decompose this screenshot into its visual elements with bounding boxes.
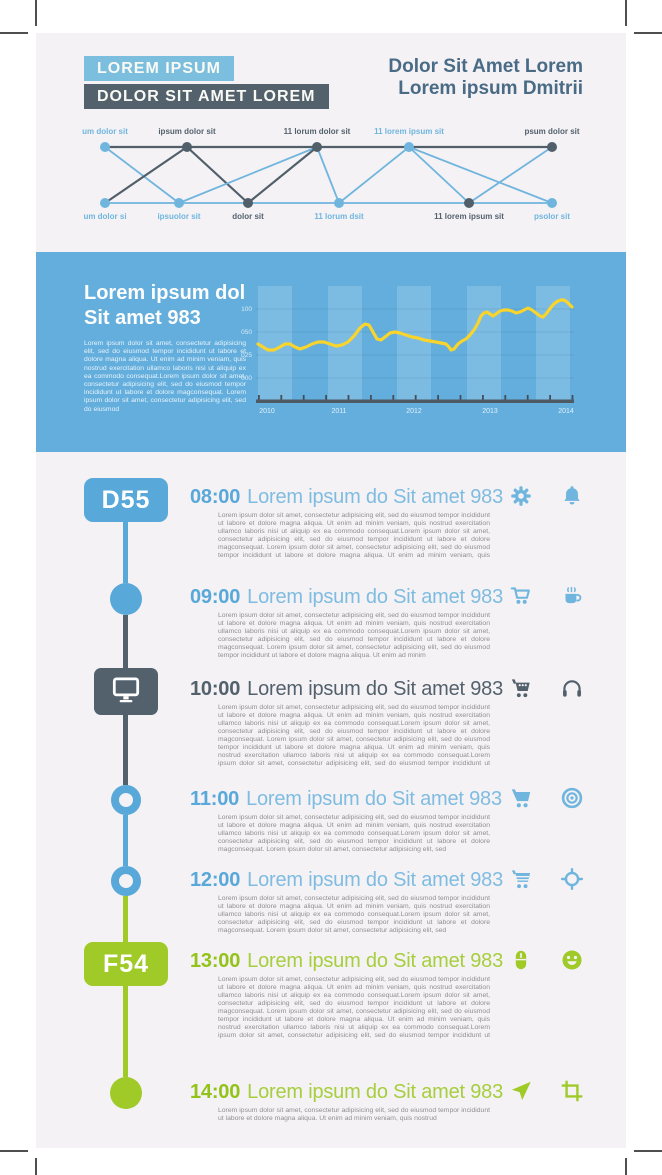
entry-body: Lorem ipsum dolor sit amet, consectetur … xyxy=(218,895,490,934)
timeline-marker-dot xyxy=(110,1077,142,1109)
svg-text:ipsum dolor sit: ipsum dolor sit xyxy=(158,127,216,136)
cart-icon xyxy=(508,866,534,892)
header-badge-primary: LOREM IPSUM xyxy=(84,56,234,81)
gear-icon xyxy=(508,483,534,509)
svg-text:psolor sit: psolor sit xyxy=(534,212,570,221)
crop-mark-bottom-left-v xyxy=(35,1158,37,1175)
entry-time: 09:00 xyxy=(190,586,241,608)
bell-icon xyxy=(559,483,585,509)
panel-paragraph: Lorem ipsum dolor sit amet, consectetur … xyxy=(84,340,246,413)
cart-icon xyxy=(508,583,534,609)
timeline-entry-heading: 08:00 Lorem ipsum do Sit amet 983 xyxy=(190,486,503,509)
entry-title: Lorem ipsum do Sit amet 983 xyxy=(247,950,503,972)
timeline-entry-heading: 14:00 Lorem ipsum do Sit amet 983 xyxy=(190,1081,503,1104)
headphones-icon xyxy=(559,675,585,701)
svg-text:2013: 2013 xyxy=(482,408,498,415)
svg-text:11 lorem ipsum sit: 11 lorem ipsum sit xyxy=(434,212,504,221)
timeline-entry-heading: 10:00 Lorem ipsum do Sit amet 983 xyxy=(190,678,503,701)
svg-text:11 lorem ipsum sit: 11 lorem ipsum sit xyxy=(374,127,444,136)
line-chart: 100 050 025 000 2010 2011 2012 2013 2014 xyxy=(241,286,574,415)
entry-time: 14:00 xyxy=(190,1081,241,1103)
timeline-connector xyxy=(123,815,128,866)
entry-time: 10:00 xyxy=(190,678,241,700)
timeline-marker-badge-f54: F54 xyxy=(84,942,168,986)
mouse-icon xyxy=(508,947,534,973)
svg-text:000: 000 xyxy=(241,375,252,382)
svg-text:11 lorum dsit: 11 lorum dsit xyxy=(314,212,364,221)
smiley-icon xyxy=(559,947,585,973)
timeline-marker-monitor-box xyxy=(94,668,158,715)
crop-mark-bottom-right-v xyxy=(625,1158,627,1175)
svg-text:um dolor si: um dolor si xyxy=(83,212,126,221)
panel-title-line1: Lorem ipsum dol xyxy=(84,282,246,304)
entry-title: Lorem ipsum do Sit amet 983 xyxy=(247,586,503,608)
entry-time: 12:00 xyxy=(190,869,241,891)
panel-title: Lorem ipsum dol Sit amet 983 xyxy=(84,281,245,331)
svg-text:ipsuolor sit: ipsuolor sit xyxy=(157,212,200,221)
monitor-icon xyxy=(109,674,143,709)
timeline-entry-heading: 12:00 Lorem ipsum do Sit amet 983 xyxy=(190,869,503,892)
timeline-entry-heading: 13:00 Lorem ipsum do Sit amet 983 xyxy=(190,950,503,973)
entry-body: Lorem ipsum dolor sit amet, consectetur … xyxy=(218,512,490,559)
cart-icon xyxy=(508,785,534,811)
svg-text:um dolor sit: um dolor sit xyxy=(82,127,128,136)
svg-text:psum dolor sit: psum dolor sit xyxy=(524,127,579,136)
entry-title: Lorem ipsum do Sit amet 983 xyxy=(247,678,503,700)
svg-text:2012: 2012 xyxy=(406,408,422,415)
network-diagram: um dolor sit ipsum dolor sit 11 lorum dolo… xyxy=(82,127,580,221)
timeline-connector xyxy=(123,715,128,785)
entry-body: Lorem ipsum dolor sit amet, consectetur … xyxy=(218,976,490,1039)
svg-text:050: 050 xyxy=(241,329,252,336)
chart-panel xyxy=(36,252,626,452)
timeline-connector xyxy=(123,986,128,1077)
crop-mark-bottom-right-h xyxy=(634,1150,662,1152)
header-badge-secondary: DOLOR SIT AMET LOREM xyxy=(84,84,329,109)
crop-mark-bottom-left-h xyxy=(0,1150,28,1152)
coffee-icon xyxy=(559,583,585,609)
timeline-connector xyxy=(123,522,128,583)
entry-title: Lorem ipsum do Sit amet 983 xyxy=(247,486,503,508)
entry-body: Lorem ipsum dolor sit amet, consectetur … xyxy=(218,704,490,767)
timeline-connector xyxy=(123,896,128,942)
svg-text:2010: 2010 xyxy=(259,408,275,415)
entry-title: Lorem ipsum do Sit amet 983 xyxy=(247,1081,503,1103)
entry-time: 13:00 xyxy=(190,950,241,972)
timeline-marker-dot xyxy=(110,583,142,615)
entry-body: Lorem ipsum dolor sit amet, consectetur … xyxy=(218,612,490,659)
header-title: Dolor Sit Amet Lorem Lorem ipsum Dmitrii xyxy=(388,56,583,100)
timeline-entry-heading: 11:00 Lorem ipsum do Sit amet 983 xyxy=(190,788,502,811)
crop-mark-top-left-h xyxy=(0,32,28,34)
cursor-icon xyxy=(508,1078,534,1104)
entry-title: Lorem ipsum do Sit amet 983 xyxy=(246,788,502,810)
crop-mark-top-right-h xyxy=(634,32,662,34)
timeline-marker-badge-d55: D55 xyxy=(84,478,168,522)
entry-time: 08:00 xyxy=(190,486,241,508)
svg-text:100: 100 xyxy=(241,306,252,313)
entry-body: Lorem ipsum dolor sit amet, consectetur … xyxy=(218,814,490,853)
svg-text:11 lorum dolor sit: 11 lorum dolor sit xyxy=(284,127,351,136)
svg-text:2014: 2014 xyxy=(558,408,574,415)
crosshair-icon xyxy=(559,866,585,892)
bullseye-icon xyxy=(559,785,585,811)
entry-body: Lorem ipsum dolor sit amet, consectetur … xyxy=(218,1107,490,1122)
panel-title-line2: Sit amet 983 xyxy=(84,307,201,329)
timeline-marker-ring xyxy=(111,785,141,815)
entry-title: Lorem ipsum do Sit amet 983 xyxy=(247,869,503,891)
timeline-marker-ring xyxy=(111,866,141,896)
cart-icon xyxy=(508,675,534,701)
crop-mark-top-left-v xyxy=(35,0,37,26)
svg-text:025: 025 xyxy=(241,352,252,359)
svg-text:2011: 2011 xyxy=(331,408,346,415)
header-title-line1: Dolor Sit Amet Lorem xyxy=(388,56,583,77)
timeline-connector xyxy=(123,615,128,668)
entry-time: 11:00 xyxy=(190,788,240,810)
timeline-entry-heading: 09:00 Lorem ipsum do Sit amet 983 xyxy=(190,586,503,609)
crop-icon xyxy=(559,1078,585,1104)
crop-mark-top-right-v xyxy=(625,0,627,26)
header-title-line2: Lorem ipsum Dmitrii xyxy=(398,78,583,99)
svg-text:dolor sit: dolor sit xyxy=(232,212,264,221)
